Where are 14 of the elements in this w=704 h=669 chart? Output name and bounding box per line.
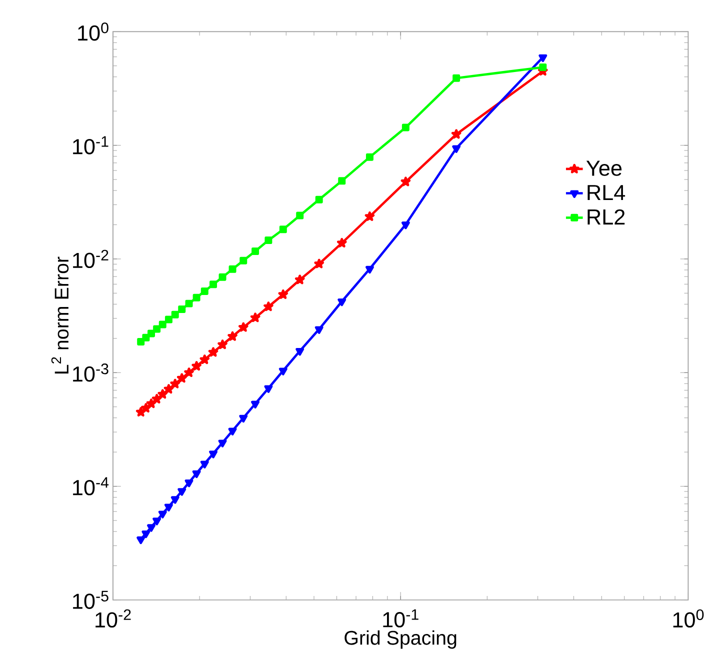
x-tick-label: 10$^{-1}$: [383, 609, 418, 628]
legend-label: Yee: [586, 160, 622, 176]
legend-label: RL2: [588, 209, 625, 224]
y-tick-label: 10$^{-5}$: [73, 590, 108, 609]
legend-label: RL4: [588, 185, 626, 200]
x-tick-label: 10$^{0}$: [673, 609, 704, 628]
y-tick-label: 10$^{-2}$: [73, 250, 108, 268]
y-tick-label: 10$^{-4}$: [73, 477, 109, 496]
y-tick-label: 10$^{0}$: [78, 22, 108, 41]
x-axis-title: Grid Spacing: [344, 630, 456, 649]
y-axis-title: L$^{2}$ norm Error: [51, 256, 69, 374]
x-tick-label: 10$^{-2}$: [96, 609, 131, 628]
y-tick-label: 10$^{-1}$: [73, 136, 108, 154]
y-tick-label: 10$^{-3}$: [73, 363, 108, 382]
